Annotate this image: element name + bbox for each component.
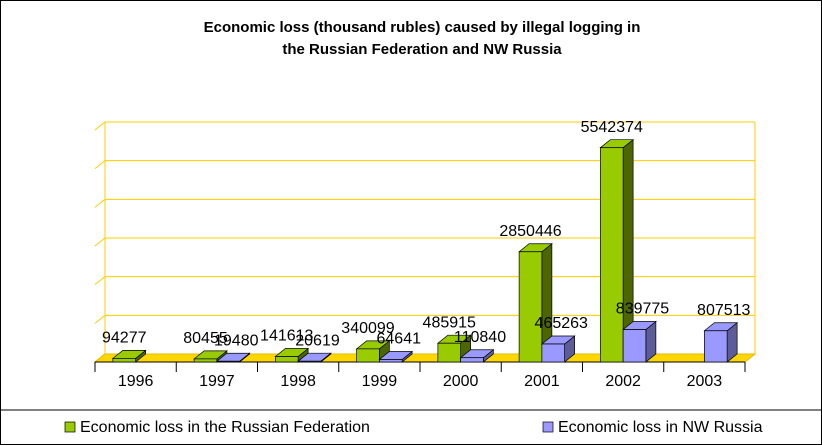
data-label: 110840 bbox=[454, 329, 506, 346]
data-label: 465263 bbox=[535, 315, 588, 332]
legend-swatch bbox=[64, 421, 76, 433]
bar bbox=[356, 348, 380, 363]
bar bbox=[518, 251, 543, 363]
data-label: 94277 bbox=[102, 330, 147, 347]
bar bbox=[541, 343, 565, 363]
data-label: 5542374 bbox=[581, 119, 643, 136]
x-tick-label: 2000 bbox=[443, 373, 479, 390]
data-label: 20619 bbox=[295, 332, 340, 349]
legend-label: Economic loss in the Russian Federation bbox=[80, 419, 370, 436]
legend-swatch bbox=[542, 421, 554, 433]
x-tick-label: 2003 bbox=[687, 373, 723, 390]
data-label: 141613 bbox=[260, 328, 313, 345]
x-tick-label: 1997 bbox=[199, 373, 235, 390]
grid-line bbox=[94, 121, 755, 131]
x-tick-label: 2002 bbox=[605, 373, 641, 390]
data-label: 19480 bbox=[214, 332, 259, 349]
legend-label: Economic loss in NW Russia bbox=[558, 419, 763, 436]
bar bbox=[622, 329, 647, 363]
grid-line bbox=[94, 160, 755, 170]
bar bbox=[297, 360, 322, 363]
bar bbox=[193, 358, 218, 363]
data-label: 485915 bbox=[423, 314, 476, 331]
data-label: 839775 bbox=[616, 301, 669, 318]
bar bbox=[112, 358, 136, 363]
grid-line bbox=[94, 198, 755, 208]
x-tick-label: 1998 bbox=[280, 373, 316, 390]
x-tick-label: 1999 bbox=[362, 373, 398, 390]
bar bbox=[379, 359, 403, 363]
bar bbox=[704, 330, 728, 363]
bar bbox=[275, 356, 299, 363]
data-label: 2850446 bbox=[499, 223, 561, 240]
bar bbox=[437, 342, 461, 363]
grid-line bbox=[94, 237, 755, 247]
x-tick-label: 1996 bbox=[118, 373, 154, 390]
chart-title: Economic loss (thousand rubles) caused b… bbox=[204, 19, 641, 36]
bar bbox=[216, 360, 240, 363]
data-label: 807513 bbox=[697, 302, 750, 319]
bar bbox=[600, 147, 624, 363]
data-label: 64641 bbox=[377, 331, 422, 348]
x-tick-label: 2001 bbox=[524, 373, 560, 390]
data-label: 340099 bbox=[341, 320, 394, 337]
data-label: 80455 bbox=[183, 330, 228, 347]
chart-subtitle: the Russian Federation and NW Russia bbox=[282, 41, 562, 58]
bar bbox=[460, 357, 484, 363]
